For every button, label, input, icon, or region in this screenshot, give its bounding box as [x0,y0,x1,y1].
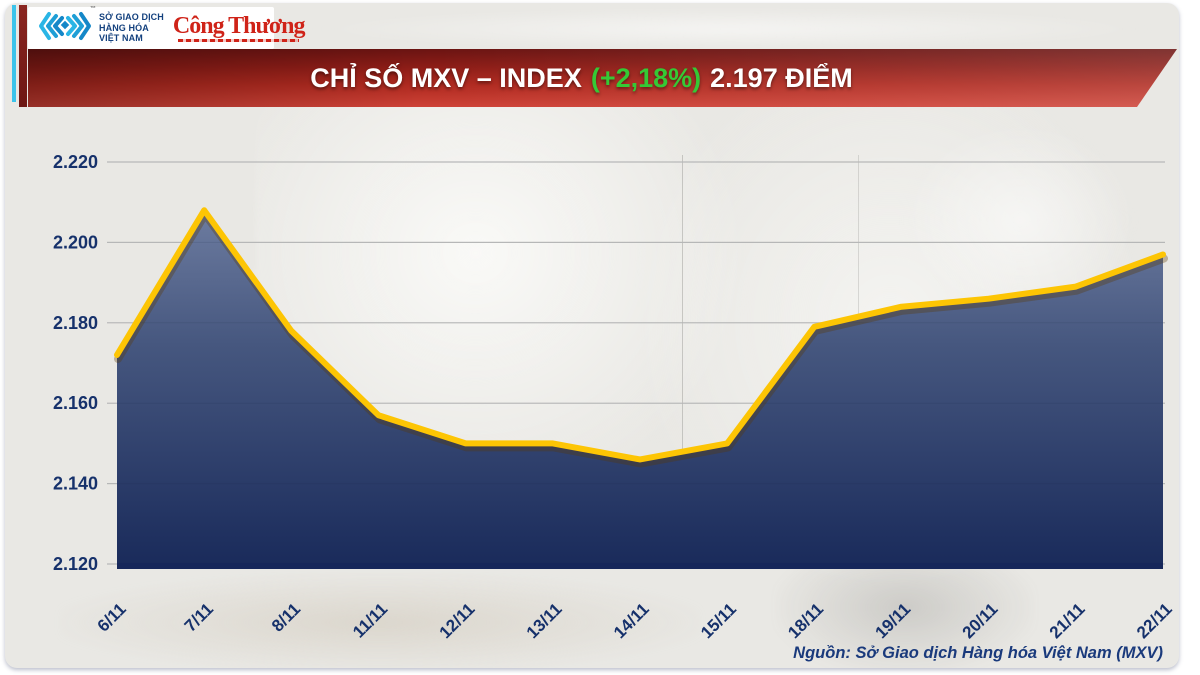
title-banner: CHỈ SỐ MXV – INDEX (+2,18%) 2.197 ĐIỂM [28,49,1177,107]
y-axis-label: 2.120 [53,554,98,574]
title-change-percent: (+2,18%) [590,62,702,93]
congthuong-logo: Công Thương [172,13,306,42]
x-axis-label: 14/11 [610,599,653,642]
accent-bar-cyan [12,5,16,102]
exchange-name-line: HÀNG HÓA [99,22,149,33]
y-axis-label: 2.180 [53,313,98,333]
page-title: CHỈ SỐ MXV – INDEX (+2,18%) 2.197 ĐIỂM [310,63,894,94]
congthuong-tagline-strip [178,39,300,42]
logo-box: ™ SỞ GIAO DỊCH HÀNG HÓA VIỆT NAM Công Th… [28,5,306,49]
exchange-name-line: VIỆT NAM [99,33,143,44]
trademark-symbol: ™ [90,5,96,12]
congthuong-logo-text: Công Thương [172,13,306,39]
x-axis-label: 18/11 [784,599,827,642]
y-axis-label: 2.200 [53,232,98,252]
y-axis-label: 2.160 [53,393,98,413]
x-axis-label: 22/11 [1133,599,1176,642]
x-axis-label: 11/11 [349,599,391,641]
mxv-chevrons-icon [39,11,91,40]
x-axis-label: 12/11 [436,599,479,642]
source-note: Nguồn: Sở Giao dịch Hàng hóa Việt Nam (M… [793,644,1163,662]
mxv-index-card: ™ SỞ GIAO DỊCH HÀNG HÓA VIỆT NAM Công Th… [5,3,1179,668]
x-axis-label: 13/11 [523,599,566,642]
title-index-value: 2.197 ĐIỂM [710,62,853,93]
x-axis-label: 8/11 [268,599,304,635]
x-axis-label: 21/11 [1046,599,1089,642]
mxv-logo-icon: ™ [36,5,96,49]
exchange-name: SỞ GIAO DỊCH HÀNG HÓA VIỆT NAM [99,12,164,44]
x-axis-label: 7/11 [181,599,217,635]
x-axis-label: 19/11 [871,599,914,642]
y-axis-label: 2.220 [53,152,98,172]
x-axis-label: 20/11 [959,599,1002,642]
exchange-name-line: SỞ GIAO DỊCH [99,12,164,23]
x-axis-label: 15/11 [697,599,740,642]
area-series [117,210,1163,565]
y-axis-label: 2.140 [53,474,98,494]
title-main: CHỈ SỐ MXV – INDEX [310,62,582,93]
x-axis-label: 6/11 [94,599,130,635]
accent-bar-maroon [19,5,27,107]
